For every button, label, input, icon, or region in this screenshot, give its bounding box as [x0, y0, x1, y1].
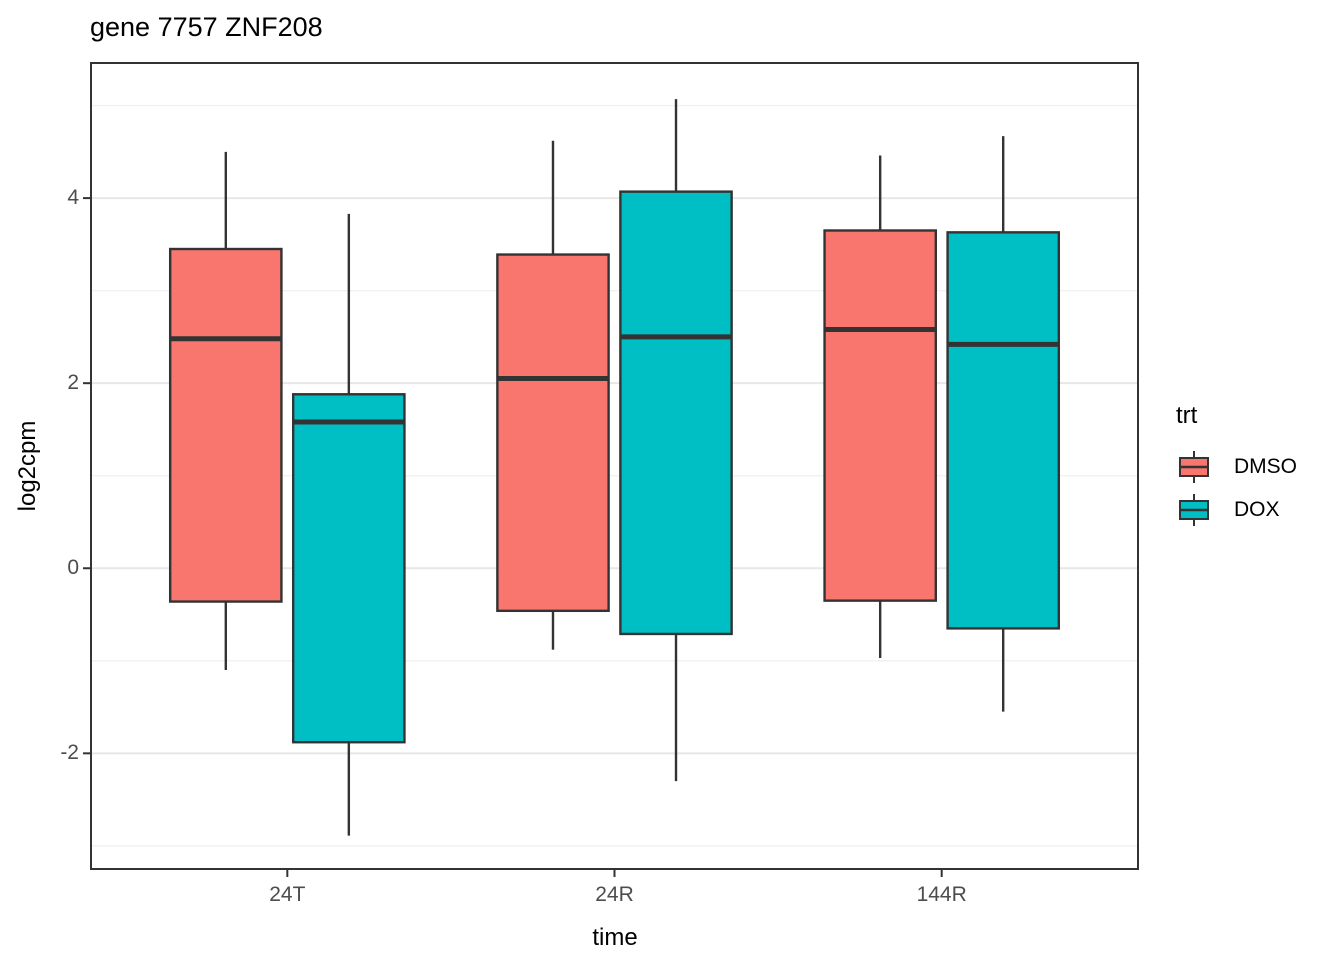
legend-key-boxplot-icon — [1179, 451, 1209, 483]
y-tick-label: -2 — [60, 741, 79, 765]
legend: trt DMSO DOX — [1176, 402, 1297, 535]
x-tick-label: 144R — [916, 883, 967, 906]
box-24T-DOX — [292, 393, 406, 744]
box-24T-DMSO — [168, 247, 283, 603]
legend-title: trt — [1176, 402, 1198, 429]
legend-label: DMSO — [1234, 455, 1297, 478]
chart-title: gene 7757 ZNF208 — [90, 12, 323, 42]
y-tick-label: 4 — [67, 186, 79, 210]
box-24R-DOX — [619, 190, 733, 636]
legend-key-boxplot-icon — [1179, 494, 1209, 526]
legend-label: DOX — [1234, 498, 1280, 521]
box-144R-DMSO — [823, 229, 937, 602]
legend-entries: DMSO DOX — [1176, 449, 1297, 528]
x-tick-label: 24T — [269, 883, 306, 906]
legend-entry-dmso: DMSO — [1176, 449, 1297, 485]
y-axis-title: log2cpm — [14, 420, 41, 512]
box-24R-DMSO — [496, 253, 610, 613]
box-144R-DOX — [946, 231, 1061, 630]
y-tick-label: 2 — [67, 371, 79, 395]
y-tick-label: 0 — [67, 556, 79, 580]
x-axis-title: time — [592, 924, 638, 951]
legend-entry-dox: DOX — [1176, 492, 1297, 528]
x-tick-label: 24R — [595, 883, 634, 906]
